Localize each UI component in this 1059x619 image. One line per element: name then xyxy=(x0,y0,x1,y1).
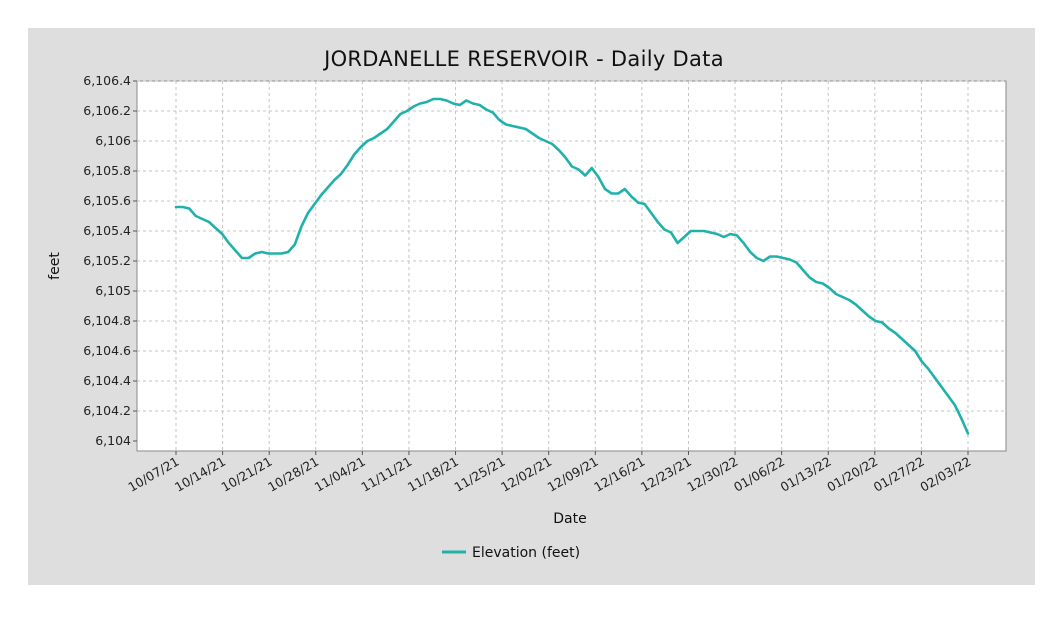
y-tick-label: 6,104 xyxy=(95,433,131,448)
x-tick-label: 02/03/22 xyxy=(917,454,973,495)
x-tick-label: 10/21/21 xyxy=(219,454,275,495)
x-tick-label: 12/02/21 xyxy=(498,454,554,495)
x-axis-title: Date xyxy=(553,511,586,527)
x-tick-label: 10/07/21 xyxy=(125,454,181,495)
x-tick-label: 12/30/22 xyxy=(684,454,740,495)
y-tick-label: 6,105.4 xyxy=(83,223,131,238)
elevation-chart: JORDANELLE RESERVOIR - Daily Data 6,1046… xyxy=(47,47,1007,561)
x-tick-label: 01/06/22 xyxy=(731,454,787,495)
series-line-elevation xyxy=(174,97,970,435)
x-tick-label: 01/20/22 xyxy=(824,454,880,495)
y-axis-ticks: 6,104 6,104.2 6,104.4 6,104.6 6,104.8 6,105 6,… xyxy=(83,73,137,448)
plot-area xyxy=(136,80,1007,452)
legend: Elevation (feet) xyxy=(442,545,580,561)
x-tick-label: 10/28/21 xyxy=(265,454,321,495)
x-tick-label: 11/11/21 xyxy=(358,454,414,495)
x-tick-label: 12/23/21 xyxy=(638,454,694,495)
x-tick-label: 01/27/22 xyxy=(871,454,927,495)
y-tick-label: 6,106 xyxy=(95,133,131,148)
y-tick-label: 6,106.2 xyxy=(83,103,131,118)
x-tick-label: 11/18/21 xyxy=(405,454,461,495)
x-tick-label: 11/04/21 xyxy=(312,454,368,495)
x-tick-label: 10/14/21 xyxy=(172,454,228,495)
chart-title: JORDANELLE RESERVOIR - Daily Data xyxy=(322,47,724,71)
x-tick-label: 12/09/21 xyxy=(545,454,601,495)
y-tick-label: 6,105.8 xyxy=(83,163,131,178)
y-tick-label: 6,105.6 xyxy=(83,193,131,208)
y-tick-label: 6,104.2 xyxy=(83,403,131,418)
x-axis-ticks: 10/07/2110/14/2110/21/2110/28/2111/04/21… xyxy=(125,451,974,495)
y-tick-label: 6,105 xyxy=(95,283,131,298)
legend-label-elevation: Elevation (feet) xyxy=(472,545,580,561)
x-tick-label: 12/16/21 xyxy=(591,454,647,495)
y-tick-label: 6,104.6 xyxy=(83,343,131,358)
x-tick-label: 11/25/21 xyxy=(451,454,507,495)
y-tick-label: 6,106.4 xyxy=(83,73,131,88)
chart-panel: JORDANELLE RESERVOIR - Daily Data 6,104 6… xyxy=(28,28,1035,585)
y-axis-title: feet xyxy=(47,252,63,280)
series-layer xyxy=(174,97,970,435)
x-tick-label: 01/13/22 xyxy=(778,454,834,495)
y-tick-label: 6,104.4 xyxy=(83,373,131,388)
y-tick-label: 6,105.2 xyxy=(83,253,131,268)
y-tick-label: 6,104.8 xyxy=(83,313,131,328)
